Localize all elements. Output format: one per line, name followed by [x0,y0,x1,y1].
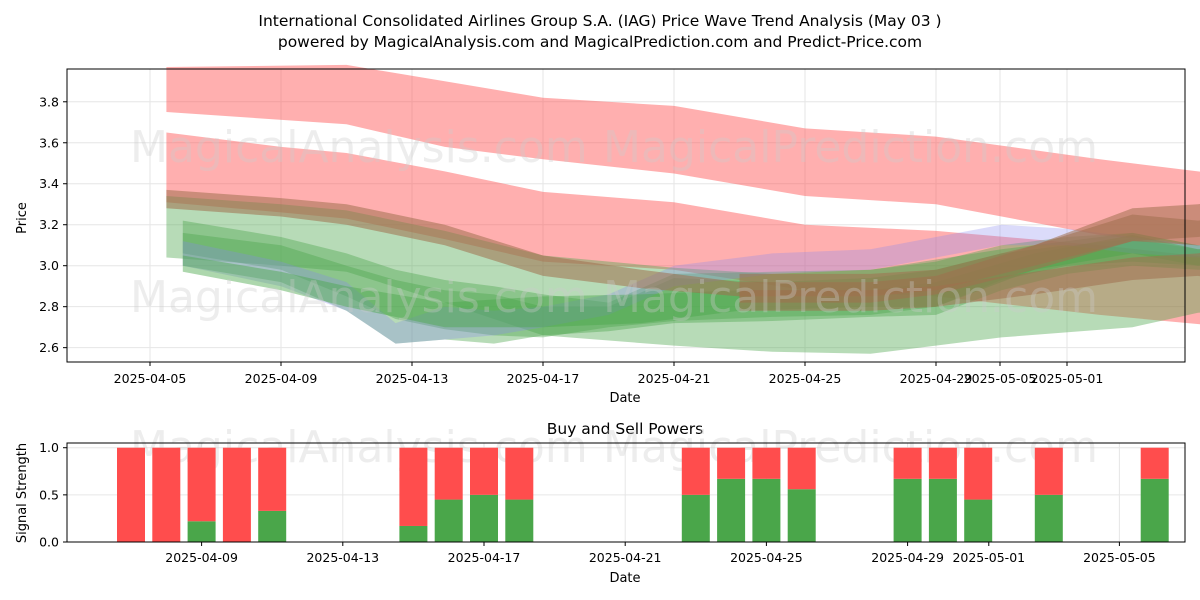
price-band-brown-1 [166,189,1200,297]
signal-chart-title: Buy and Sell Powers [547,420,704,438]
price-band-brown-2 [739,203,1200,303]
price-y-tick-label: 3.4 [39,176,59,191]
price-bands [166,64,1200,354]
chart-title-line2: powered by MagicalAnalysis.com and Magic… [278,33,922,51]
watermark-top-right: MagicalPrediction.com [603,122,1098,173]
signal-y-axis-label: Signal Strength [15,443,30,543]
price-x-axis-label: Date [609,391,640,406]
buy-bar [505,499,534,542]
price-axes-frame [66,68,1186,363]
price-x-tick-label: 2025-05-01 [1031,371,1104,386]
price-y-tick-label: 2.6 [39,340,59,355]
buy-bar [787,489,816,542]
sell-bar [681,447,710,495]
sell-bar [505,447,534,500]
buy-bar [752,478,781,542]
chart-title-line1: International Consolidated Airlines Grou… [258,12,941,30]
signal-y-tick-label: 1.0 [39,440,59,455]
buy-bar [1140,478,1169,542]
signal-x-tick-label: 2025-05-01 [952,550,1025,565]
buy-bar [470,494,498,542]
signal-axis-ticks: 0.0 0.5 1.0 2025-04-09 2025-04-13 2025-04-17 2… [39,440,1156,565]
price-y-tick-label: 3.6 [39,135,59,150]
sell-bar [434,447,463,500]
price-x-tick-label: 2025-04-09 [245,371,318,386]
sell-bar [1140,447,1169,479]
buy-bar [717,478,746,542]
price-band-blue [182,224,1200,344]
watermark-bottom-right: MagicalPrediction.com [603,422,1098,473]
buy-bar [681,494,710,542]
price-y-axis-label: Price [15,202,30,234]
price-axis-ticks: 2.6 2.8 3.0 3.2 3.4 3.6 3.8 2025-04-05 2025-04-0… [39,94,1103,386]
watermark-mid-left: MagicalAnalysis.com [130,272,588,323]
price-x-tick-label: 2025-04-17 [507,371,580,386]
price-grid [67,69,1185,362]
sell-bar [893,447,922,479]
buy-bar [399,525,428,542]
price-band-brown-3 [739,253,1200,311]
buy-bar [928,478,957,542]
price-x-tick-label: 2025-04-29 [900,371,973,386]
signal-x-tick-label: 2025-04-13 [306,550,379,565]
signal-y-tick-label: 0.0 [39,535,59,550]
signal-x-tick-label: 2025-05-05 [1083,550,1156,565]
signal-x-tick-label: 2025-04-17 [448,550,521,565]
watermark-mid-right: MagicalPrediction.com [603,272,1098,323]
price-x-tick-label: 2025-04-21 [638,371,711,386]
price-x-tick-label: 2025-04-25 [769,371,842,386]
sell-bar [964,447,993,500]
price-x-tick-label: 2025-04-05 [114,371,187,386]
signal-x-tick-label: 2025-04-25 [730,550,803,565]
buy-bar [893,478,922,542]
sell-bar [717,447,746,479]
buy-bar [964,499,993,542]
buy-bar [434,499,463,542]
sell-bar [222,447,251,542]
price-y-tick-label: 3.8 [39,94,59,109]
signal-bars [117,447,1169,542]
signal-x-tick-label: 2025-04-09 [165,550,238,565]
signal-x-tick-label: 2025-04-21 [589,550,662,565]
price-x-tick-label: 2025-04-13 [376,371,449,386]
signal-x-axis-label: Date [609,571,640,586]
sell-bar [258,447,287,511]
buy-bar [258,510,287,542]
signal-x-tick-label: 2025-04-29 [871,550,944,565]
price-y-tick-label: 3.2 [39,217,59,232]
sell-bar [787,447,816,490]
watermark-top-left: MagicalAnalysis.com [130,122,588,173]
signal-y-tick-label: 0.5 [39,487,59,502]
sell-bar [152,447,181,542]
price-band-red-upper [166,64,1200,246]
sell-bar [470,447,498,495]
price-y-tick-label: 3.0 [39,258,59,273]
price-band-green-4 [182,235,1200,328]
sell-bar [399,447,428,526]
buy-bar [187,521,216,542]
sell-bar [187,447,216,522]
signal-axes-frame [66,442,1186,543]
sell-bar [752,447,781,479]
price-y-tick-label: 2.8 [39,299,59,314]
sell-bar [117,447,145,542]
sell-bar [928,447,957,479]
price-x-tick-label: 2025-05-05 [964,371,1037,386]
sell-bar [1034,447,1063,495]
buy-bar [1034,494,1063,542]
